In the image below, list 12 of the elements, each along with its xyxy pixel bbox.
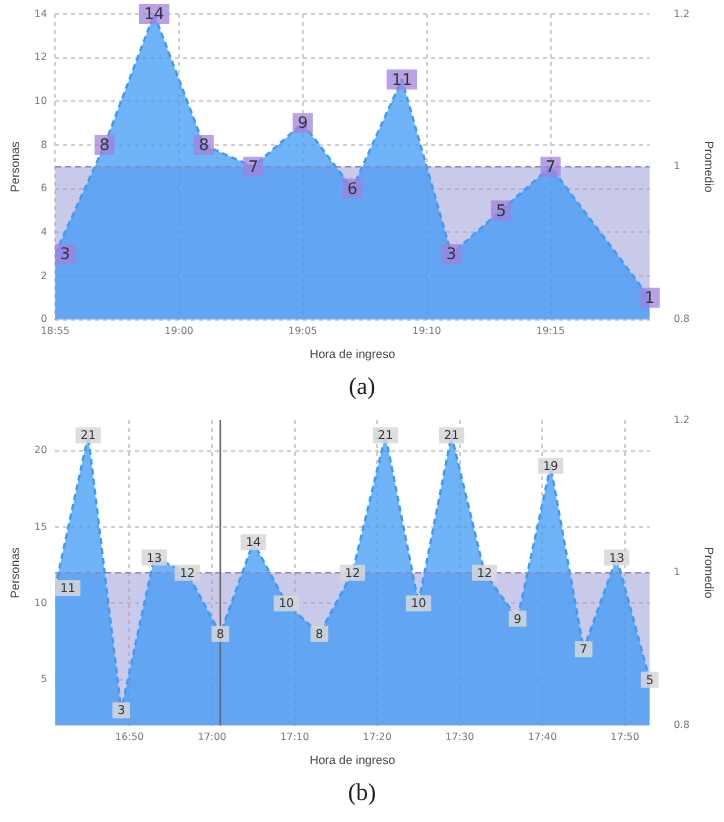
text: (b): [346, 776, 378, 810]
data-label: 8: [198, 136, 209, 155]
data-label: 6: [347, 179, 358, 198]
data-label: 1: [644, 288, 655, 307]
data-label: 9: [297, 114, 308, 133]
data-label: 7: [545, 157, 556, 176]
data-label: 3: [60, 245, 71, 264]
data-label: 7: [248, 157, 259, 176]
text: (a): [346, 370, 378, 404]
data-label: 8: [99, 136, 110, 155]
data-label: 3: [446, 245, 457, 264]
data-label: 5: [495, 201, 507, 220]
